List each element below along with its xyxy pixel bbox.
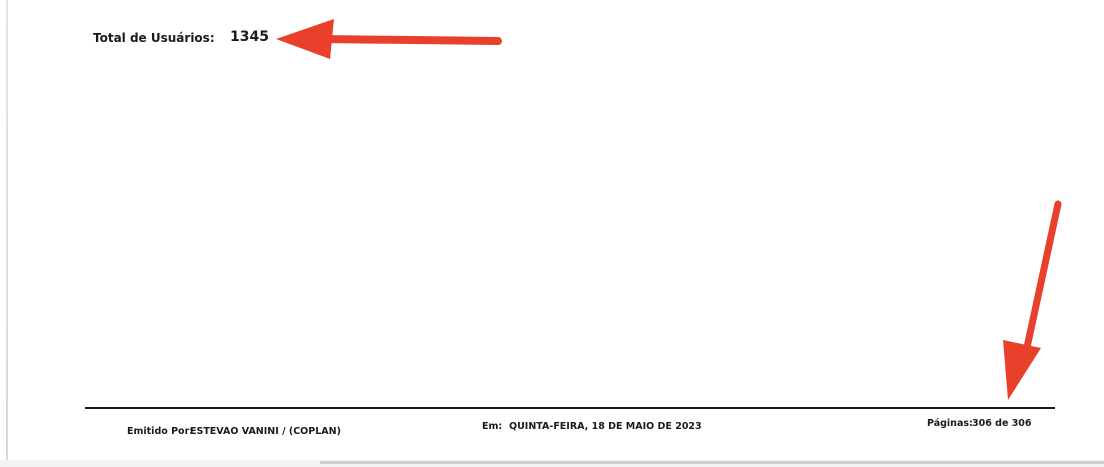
issued-by-label: Emitido Por: xyxy=(127,426,194,437)
arrow-icon xyxy=(1003,200,1062,400)
issue-date-value: QUINTA-FEIRA, 18 DE MAIO DE 2023 xyxy=(509,421,702,432)
scan-edge xyxy=(320,461,1104,464)
issue-date-label: Em: xyxy=(482,421,503,432)
footer-divider xyxy=(85,407,1055,409)
page-count-value: 306 de 306 xyxy=(972,418,1032,429)
arrow-icon xyxy=(276,19,502,59)
total-users-label: Total de Usuários: xyxy=(93,31,215,45)
issued-by-value: ESTEVAO VANINI / (COPLAN) xyxy=(190,426,341,437)
page-count-label: Páginas: xyxy=(927,418,973,429)
scan-edge xyxy=(6,0,8,460)
total-users-value: 1345 xyxy=(230,29,269,45)
